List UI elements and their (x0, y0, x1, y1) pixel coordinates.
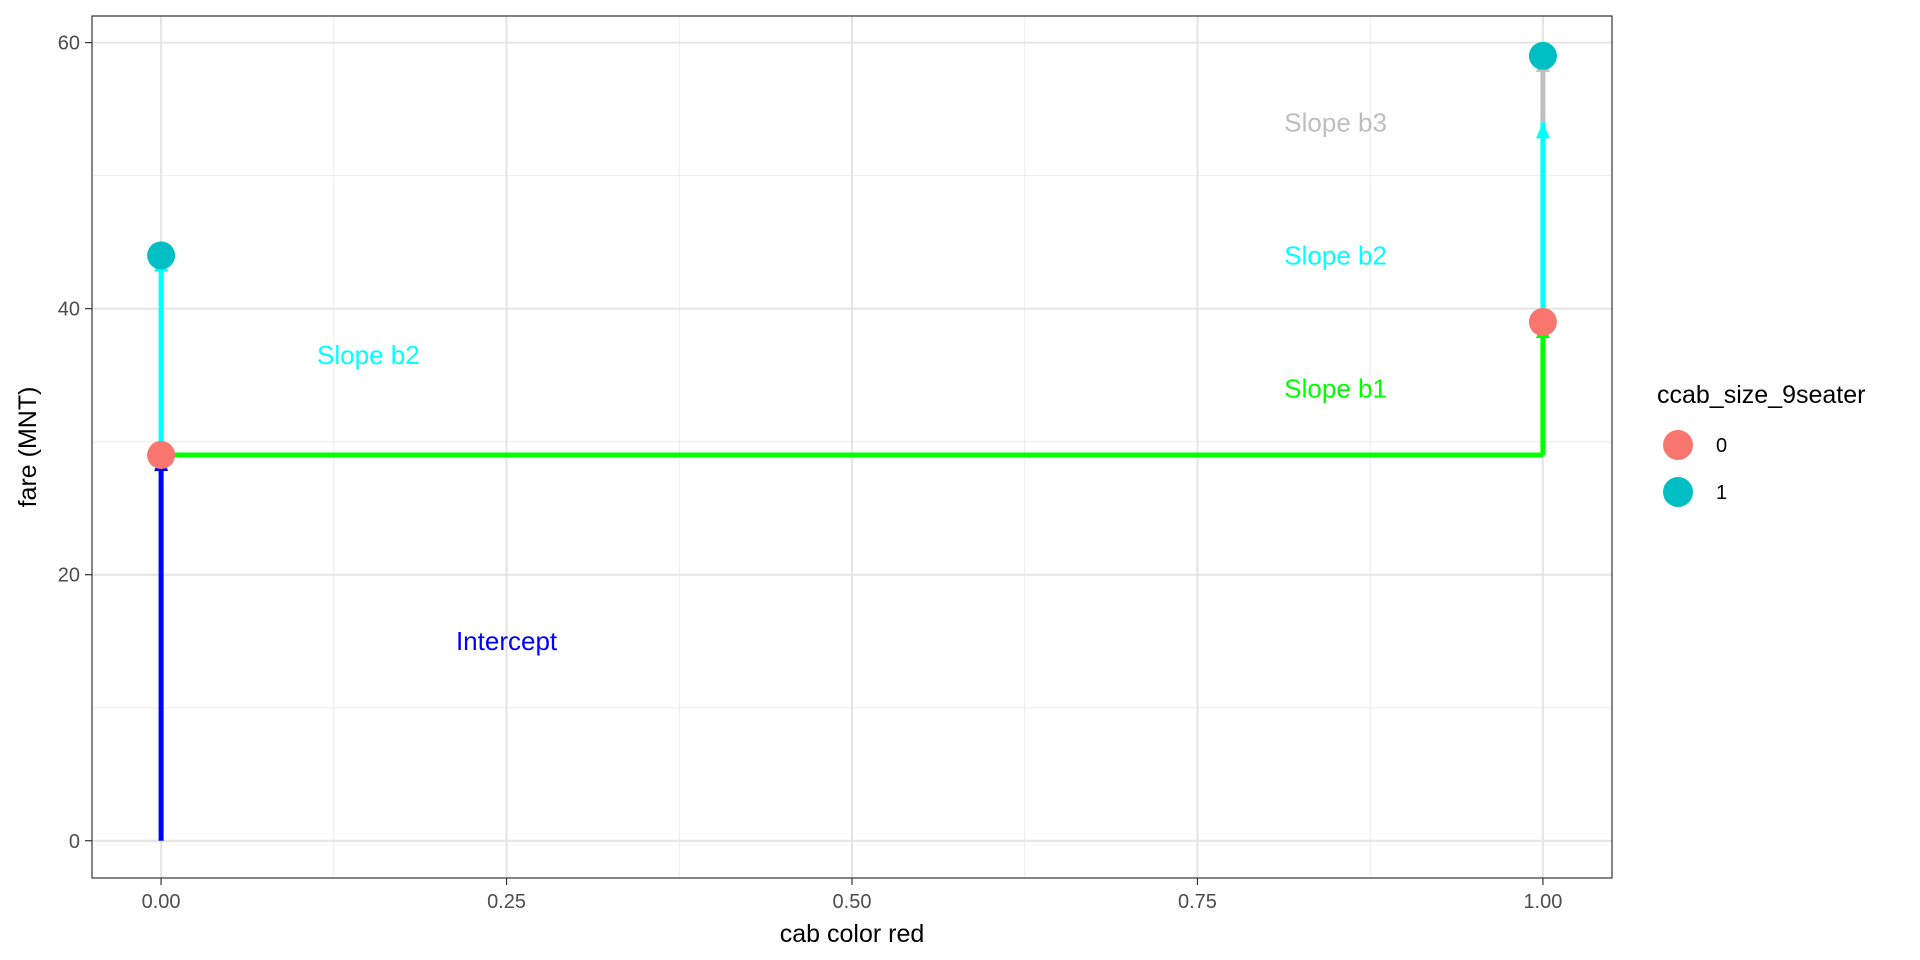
y-tick-label: 40 (58, 299, 80, 321)
data-point (147, 241, 176, 270)
legend-label: 1 (1716, 482, 1727, 504)
annotation-label: Slope b2 (1284, 240, 1387, 270)
annotation-label: Slope b3 (1284, 107, 1387, 137)
legend-key (1663, 430, 1693, 460)
annotations: Intercept Slope b2 Slope b1 Slope b2 Slope b… (317, 107, 1387, 656)
arrow-head (1535, 122, 1550, 139)
annotation-label: Slope b1 (1284, 373, 1387, 403)
x-tick-label: 1.00 (1523, 891, 1562, 913)
legend: ccab_size_9seater 0 1 (1657, 381, 1865, 507)
legend-key (1663, 477, 1693, 507)
legend-label: 0 (1716, 435, 1727, 457)
x-tick-label: 0.25 (487, 891, 526, 913)
annotation-label: Slope b2 (317, 340, 420, 370)
x-tick-label: 0.75 (1178, 891, 1217, 913)
y-tick-label: 60 (58, 33, 80, 55)
x-tick-label: 0.50 (833, 891, 872, 913)
points (147, 41, 1557, 469)
axis-ticks: 0.00 0.25 0.50 0.75 1.00 0 20 40 60 (58, 33, 1563, 913)
x-axis-title: cab color red (780, 920, 925, 948)
data-point (147, 440, 176, 469)
y-axis-title: fare (MNT) (14, 387, 42, 508)
y-tick-label: 20 (58, 565, 80, 587)
x-tick-label: 0.00 (142, 891, 181, 913)
data-point (1528, 307, 1557, 336)
y-tick-label: 0 (69, 831, 80, 853)
data-point (1528, 41, 1557, 70)
annotation-label: Intercept (456, 626, 558, 656)
legend-title: ccab_size_9seater (1657, 381, 1865, 409)
